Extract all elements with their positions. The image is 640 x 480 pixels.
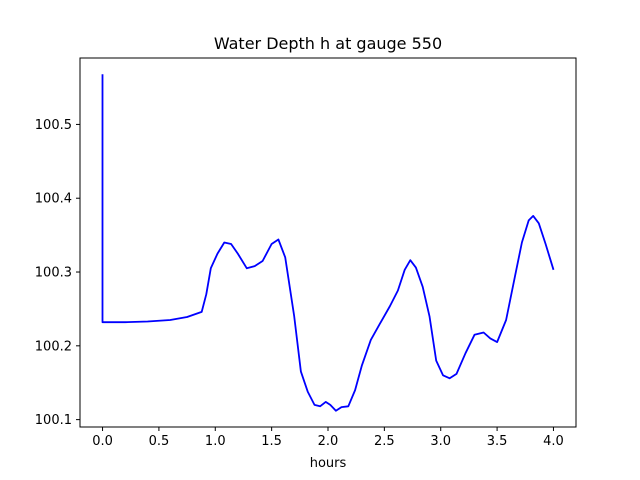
x-tick-label: 3.0 [430, 434, 451, 449]
x-tick-label: 1.0 [205, 434, 226, 449]
y-tick-label: 100.5 [35, 118, 72, 133]
series-line [101, 74, 555, 412]
x-tick-label: 1.5 [261, 434, 282, 449]
y-tick-label: 100.1 [35, 413, 72, 428]
chart-title: Water Depth h at gauge 550 [214, 34, 442, 53]
x-axis: 0.0 0.5 1.0 1.5 2.0 2.5 3.0 3.5 4.0 [92, 427, 564, 449]
x-tick-label: 0.0 [92, 434, 113, 449]
x-tick-label: 3.5 [487, 434, 508, 449]
y-tick-label: 100.4 [35, 192, 72, 207]
y-axis: 100.1 100.2 100.3 100.4 100.5 [35, 118, 80, 428]
x-tick-label: 2.5 [374, 434, 395, 449]
y-tick-label: 100.3 [35, 266, 72, 281]
x-axis-label: hours [310, 456, 347, 471]
y-tick-label: 100.2 [35, 339, 72, 354]
plot-frame [79, 57, 577, 428]
x-tick-label: 2.0 [318, 434, 339, 449]
x-tick-label: 0.5 [149, 434, 170, 449]
x-tick-label: 4.0 [543, 434, 564, 449]
